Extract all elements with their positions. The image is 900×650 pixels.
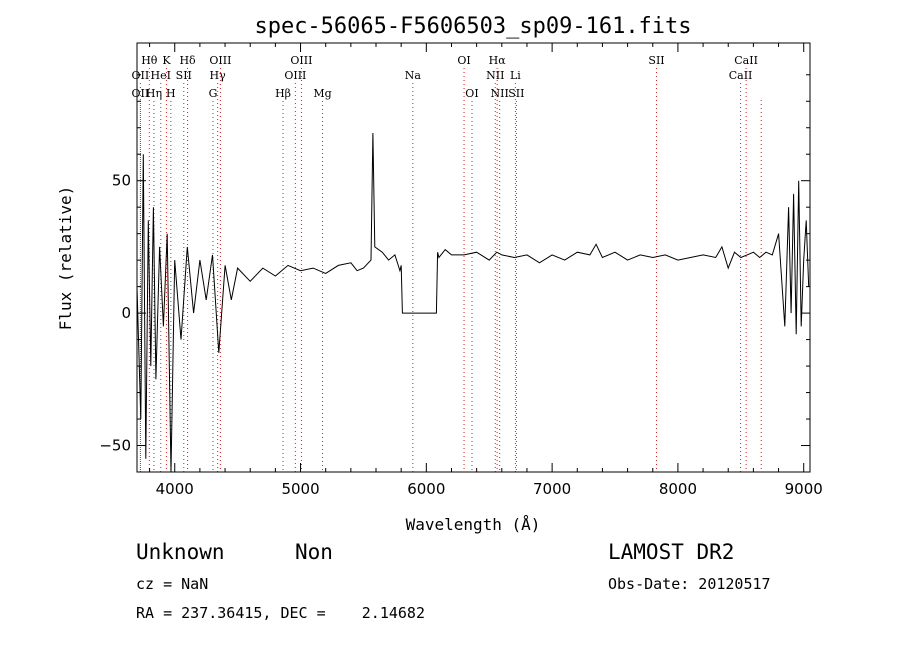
line-marker-label: Li <box>510 69 521 82</box>
line-marker-label: OIII <box>290 54 312 67</box>
ra-dec-coordinates: RA = 237.36415, DEC = 2.14682 <box>136 604 425 622</box>
x-axis-label: Wavelength (Å) <box>406 515 541 534</box>
line-marker-label: K <box>162 54 171 67</box>
line-marker-label: Mg <box>313 87 331 100</box>
line-marker-label: OI <box>457 54 470 67</box>
redshift-cz: cz = NaN <box>136 575 209 593</box>
y-tick-label: 50 <box>112 172 131 190</box>
line-marker-label: Hα <box>489 54 507 67</box>
line-marker-label: CaII <box>734 54 758 67</box>
line-marker-label: CaII <box>729 69 753 82</box>
x-tick-label: 7000 <box>533 480 571 498</box>
line-marker-label: Hη <box>146 87 162 100</box>
survey-name: LAMOST DR2 <box>608 540 735 564</box>
y-tick-label: 0 <box>121 304 131 322</box>
line-marker-label: SII <box>176 69 192 82</box>
line-marker-label: NII <box>491 87 509 100</box>
line-marker-label: Hβ <box>275 87 291 100</box>
line-marker-label: Hδ <box>179 54 196 67</box>
object-subclass: Non <box>295 540 333 564</box>
line-marker-label: G <box>209 87 218 100</box>
emission-line-markers: Hθ K Hδ OIII OIII OI Hα SII CaII OII HeI SII Hγ OIII N… <box>132 54 762 472</box>
line-marker-label: OII <box>132 69 150 82</box>
x-tick-label: 6000 <box>407 480 445 498</box>
spectrum-line-0 <box>136 132 810 473</box>
line-marker-label: OIII <box>209 54 231 67</box>
line-marker-label: OII <box>132 87 150 100</box>
x-tick-label: 4000 <box>156 480 194 498</box>
line-marker-label: HeI <box>151 69 171 82</box>
x-tick-label: 5000 <box>281 480 319 498</box>
object-class: Unknown <box>136 540 225 564</box>
line-marker-label: OIII <box>284 69 306 82</box>
line-marker-label: SII <box>508 87 524 100</box>
y-axis-label: Flux (relative) <box>56 186 75 331</box>
x-tick-label: 9000 <box>785 480 823 498</box>
line-marker-label: Na <box>405 69 422 82</box>
line-marker-label: H <box>166 87 176 100</box>
line-marker-label: OI <box>465 87 478 100</box>
x-tick-label: 8000 <box>659 480 697 498</box>
axis-ticks: 4000 5000 6000 7000 8000 9000 −50 0 50 <box>99 43 823 498</box>
line-marker-label: Hγ <box>210 69 227 82</box>
plot-frame <box>136 42 811 473</box>
line-marker-label: NII <box>486 69 504 82</box>
spectrum-series <box>136 132 810 473</box>
observation-date: Obs-Date: 20120517 <box>608 575 771 593</box>
y-tick-label: −50 <box>99 437 131 455</box>
chart-title: spec-56065-F5606503_sp09-161.fits <box>254 14 691 39</box>
line-marker-label: Hθ <box>141 54 158 67</box>
line-marker-label: SII <box>648 54 664 67</box>
